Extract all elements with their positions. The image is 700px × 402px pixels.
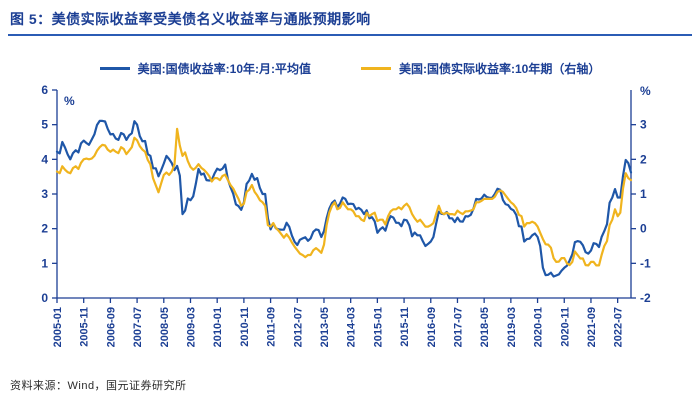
legend-swatch-yellow [361, 67, 391, 70]
legend-label: 美国:国债实际收益率:10年期（右轴） [399, 62, 601, 76]
x-axis-tick-label: 2007-07 [132, 307, 144, 347]
x-axis-tick-label: 2009-03 [185, 307, 197, 347]
right-axis-tick-label: -2 [640, 291, 651, 305]
x-axis-tick-label: 2012-07 [292, 307, 304, 347]
x-axis-tick-label: 2013-05 [319, 307, 331, 347]
x-axis-tick-label: 2015-01 [372, 307, 384, 347]
left-axis-tick-label: 3 [41, 187, 48, 201]
nominal-yield-line [55, 119, 633, 278]
x-axis-tick-label: 2020-01 [533, 307, 545, 347]
data-source-note: 资料来源：Wind，国元证券研究所 [10, 380, 187, 392]
x-axis-tick-label: 2010-11 [239, 307, 251, 347]
real-yield-line [55, 127, 633, 267]
left-axis-unit-label: % [64, 94, 75, 108]
right-axis-tick-label: 0 [640, 222, 647, 236]
left-axis-tick-label: 5 [41, 118, 48, 132]
legend-swatch-blue [99, 67, 130, 70]
x-axis-tick-label: 2020-11 [559, 307, 571, 347]
x-axis-tick-label: 2008-05 [159, 307, 171, 347]
x-axis-tick-label: 2017-07 [452, 307, 464, 347]
chart-legend: 美国:国债收益率:10年:月:平均值 美国:国债实际收益率:10年期（右轴） [0, 60, 700, 77]
right-axis-tick-label: 1 [640, 187, 647, 201]
left-axis-tick-label: 1 [41, 256, 48, 270]
x-axis-tick-label: 2006-09 [105, 307, 117, 347]
x-axis-tick-label: 2010-01 [212, 307, 224, 347]
right-axis-unit-label: % [640, 84, 651, 98]
x-axis-tick-label: 2018-05 [479, 307, 491, 347]
x-axis-tick-label: 2011-09 [266, 307, 278, 347]
legend-label: 美国:国债收益率:10年:月:平均值 [137, 62, 311, 76]
legend-item-real-yield: 美国:国债实际收益率:10年期（右轴） [361, 60, 600, 77]
right-axis-tick-label: -1 [640, 256, 651, 270]
right-axis-tick-label: 3 [640, 118, 647, 132]
right-axis-tick-label: 2 [640, 152, 647, 166]
x-axis-tick-label: 2005-11 [79, 307, 91, 347]
left-axis-tick-label: 6 [41, 83, 48, 97]
x-axis-tick-label: 2022-07 [613, 307, 625, 347]
x-axis-tick-label: 2016-09 [426, 307, 438, 347]
x-axis-tick-label: 2021-09 [586, 307, 598, 347]
chart-canvas: 6 5 4 3 2 1 0 3 2 1 0 -1 -2%% 2005-01 2005-11 2006-09 20… [41, 83, 651, 347]
x-axis-tick-label: 2015-11 [399, 307, 411, 347]
left-axis-tick-label: 2 [41, 222, 48, 236]
chart-area: 6 5 4 3 2 1 0 3 2 1 0 -1 -2%% 2005-01 2005-11 2006-09 20… [0, 38, 700, 372]
x-axis-tick-label: 2019-03 [506, 307, 518, 347]
left-axis-tick-label: 4 [41, 152, 48, 166]
x-axis-tick-label: 2014-03 [346, 307, 358, 347]
left-axis-tick-label: 0 [41, 291, 48, 305]
x-axis-tick-label: 2005-01 [52, 307, 64, 347]
title-divider [8, 34, 692, 36]
legend-item-nominal-yield: 美国:国债收益率:10年:月:平均值 [99, 60, 311, 77]
figure-title: 图 5：美债实际收益率受美债名义收益率与通胀预期影响 [10, 11, 371, 27]
